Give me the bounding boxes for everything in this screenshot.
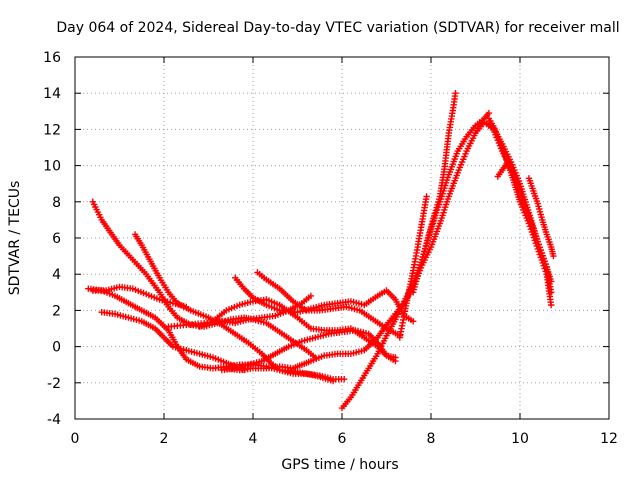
data-point xyxy=(341,376,348,383)
series-arc-17 xyxy=(494,160,524,195)
series-arc-4 xyxy=(89,283,190,310)
y-tick-label: 0 xyxy=(52,340,61,356)
x-tick-label: 12 xyxy=(600,431,618,447)
y-tick-label: 14 xyxy=(43,86,61,102)
x-tick-label: 6 xyxy=(338,431,347,447)
series-arc-10 xyxy=(218,327,399,374)
x-tick-label: 10 xyxy=(511,431,529,447)
x-tick-label: 2 xyxy=(160,431,169,447)
series-arc-13 xyxy=(396,193,430,341)
grid xyxy=(75,57,609,419)
series-arc-11 xyxy=(223,119,555,374)
y-tick-label: 12 xyxy=(43,122,61,138)
x-tick-label: 4 xyxy=(249,431,258,447)
data-point xyxy=(329,377,337,385)
data-series xyxy=(85,90,557,412)
x-tick-label: 8 xyxy=(427,431,436,447)
x-axis-label: GPS time / hours xyxy=(281,457,398,473)
series-arc-15 xyxy=(485,115,555,309)
y-tick-label: 10 xyxy=(43,159,61,175)
y-tick-label: -4 xyxy=(47,412,61,428)
series-arc-3 xyxy=(85,285,337,385)
series-arc-18 xyxy=(525,175,557,260)
data-point xyxy=(183,303,190,310)
y-tick-label: 4 xyxy=(52,267,61,283)
y-tick-label: -2 xyxy=(47,376,61,392)
data-point xyxy=(550,252,557,260)
data-point xyxy=(452,90,459,97)
x-tick-label: 0 xyxy=(71,431,80,447)
data-point xyxy=(410,318,417,325)
data-point xyxy=(542,260,549,268)
series-arc-14 xyxy=(410,90,459,296)
data-point xyxy=(547,278,555,285)
data-point xyxy=(485,109,493,117)
y-tick-label: 2 xyxy=(52,303,61,319)
series-arc-8 xyxy=(165,292,315,330)
x-axis-ticks: 0 2 4 6 8 10 12 xyxy=(71,57,618,447)
data-point xyxy=(392,354,399,361)
data-point xyxy=(547,301,555,309)
chart-title: Day 064 of 2024, Sidereal Day-to-day VTE… xyxy=(56,20,619,36)
y-tick-label: 16 xyxy=(43,50,61,66)
y-axis-ticks: -4 -2 0 2 4 6 8 10 12 14 16 xyxy=(43,50,609,428)
series-arc-1 xyxy=(89,198,319,361)
data-point xyxy=(535,241,542,248)
y-tick-label: 6 xyxy=(52,231,61,247)
y-tick-label: 8 xyxy=(52,195,61,211)
series-arc-5 xyxy=(98,309,248,374)
data-point xyxy=(423,193,430,200)
data-point xyxy=(307,292,315,300)
y-axis-label: SDTVAR / TECUs xyxy=(7,181,23,296)
data-point xyxy=(516,187,524,195)
